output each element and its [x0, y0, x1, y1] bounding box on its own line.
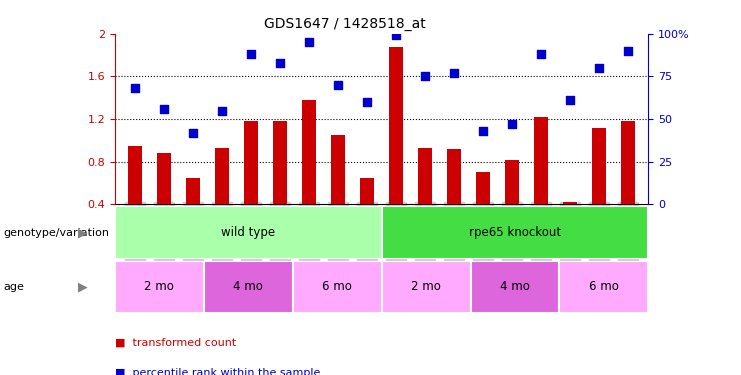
Bar: [505, 160, 519, 247]
Point: [274, 60, 286, 66]
Point: [216, 108, 228, 114]
Point: [303, 39, 315, 45]
Bar: [115, 206, 382, 259]
Text: 6 mo: 6 mo: [322, 280, 352, 293]
Text: rpe65 knockout: rpe65 knockout: [469, 226, 561, 239]
Text: ▶: ▶: [78, 280, 87, 293]
Bar: [244, 121, 259, 247]
Bar: [447, 149, 462, 247]
Bar: [382, 206, 648, 259]
Bar: [418, 148, 432, 247]
Point: [159, 106, 170, 112]
Point: [448, 70, 460, 76]
Point: [129, 86, 141, 92]
Text: GDS1647 / 1428518_at: GDS1647 / 1428518_at: [264, 17, 425, 31]
Point: [419, 74, 431, 80]
Bar: [293, 261, 382, 313]
Bar: [382, 261, 471, 313]
Point: [391, 33, 402, 39]
Text: age: age: [4, 282, 24, 292]
Bar: [559, 261, 648, 313]
Bar: [563, 202, 577, 247]
Text: 2 mo: 2 mo: [144, 280, 174, 293]
Point: [187, 130, 199, 136]
Bar: [621, 121, 635, 247]
Bar: [331, 135, 345, 247]
Point: [332, 82, 344, 88]
Bar: [471, 261, 559, 313]
Text: ■  percentile rank within the sample: ■ percentile rank within the sample: [115, 368, 320, 375]
Bar: [157, 153, 171, 247]
Text: genotype/variation: genotype/variation: [4, 228, 110, 237]
Point: [477, 128, 489, 134]
Bar: [302, 100, 316, 247]
Bar: [204, 261, 293, 313]
Point: [535, 51, 547, 57]
Point: [593, 65, 605, 71]
Bar: [592, 128, 606, 247]
Point: [506, 121, 518, 127]
Bar: [360, 178, 374, 247]
Bar: [389, 46, 403, 247]
Bar: [273, 121, 288, 247]
Bar: [186, 178, 200, 247]
Bar: [476, 172, 491, 247]
Text: 4 mo: 4 mo: [500, 280, 530, 293]
Text: ■  transformed count: ■ transformed count: [115, 338, 236, 348]
Bar: [215, 148, 230, 247]
Text: wild type: wild type: [221, 226, 276, 239]
Bar: [115, 261, 204, 313]
Bar: [534, 117, 548, 247]
Point: [361, 99, 373, 105]
Text: 2 mo: 2 mo: [411, 280, 441, 293]
Text: 6 mo: 6 mo: [589, 280, 619, 293]
Point: [245, 51, 257, 57]
Point: [564, 97, 576, 103]
Bar: [128, 146, 142, 247]
Point: [622, 48, 634, 54]
Text: 4 mo: 4 mo: [233, 280, 263, 293]
Text: ▶: ▶: [78, 226, 87, 239]
